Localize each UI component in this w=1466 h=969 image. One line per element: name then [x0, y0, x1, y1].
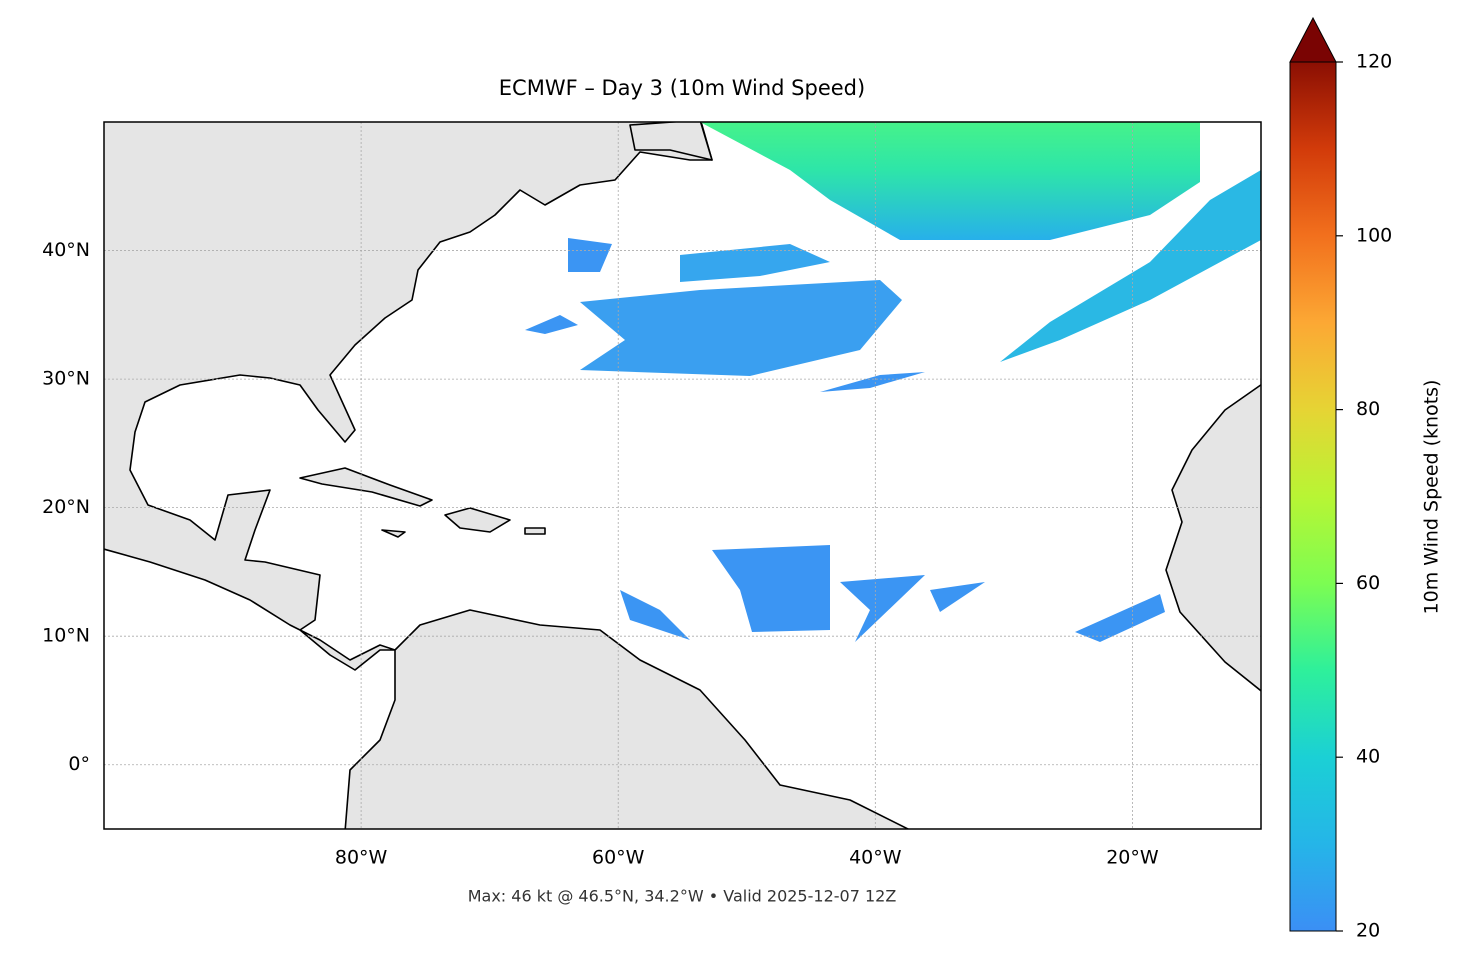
wind-field — [1000, 170, 1261, 362]
y-tick-label: 30°N — [42, 368, 90, 390]
land-jamaica — [381, 529, 406, 538]
chart-title: ECMWF – Day 3 (10m Wind Speed) — [499, 76, 865, 100]
wind-field — [700, 122, 1200, 240]
colorbar-label: 10m Wind Speed (knots) — [1421, 380, 1443, 615]
wind-field — [680, 244, 830, 282]
colorbar-tick-label: 60 — [1356, 572, 1380, 594]
land-puerto-rico — [524, 527, 546, 535]
x-tick-label: 60°W — [592, 847, 645, 869]
wind-field — [525, 238, 925, 392]
x-tick-label: 80°W — [335, 847, 388, 869]
land-north-america — [104, 122, 713, 671]
wind-field — [580, 280, 902, 376]
wind-field — [620, 545, 1165, 642]
y-tick-label: 10°N — [42, 625, 90, 647]
colorbar: 10m Wind Speed (knots) 20 40 60 80 100 120 — [1289, 16, 1443, 942]
colorbar-extend — [1289, 16, 1337, 63]
land-south-america — [344, 609, 910, 829]
y-tick-label: 40°N — [42, 239, 90, 261]
map-frame — [103, 121, 1262, 830]
grid — [104, 122, 1261, 829]
colorbar-tick-label: 80 — [1356, 398, 1380, 420]
colorbar-ticks: 20 40 60 80 100 120 — [1336, 51, 1392, 942]
land-africa — [1165, 383, 1261, 692]
y-tick-label: 20°N — [42, 496, 90, 518]
x-tick-label: 40°W — [849, 847, 902, 869]
map — [104, 122, 1261, 829]
y-tick-label: 0° — [68, 753, 90, 775]
colorbar-tick-label: 120 — [1356, 51, 1392, 73]
colorbar-ramp — [1289, 61, 1337, 932]
colorbar-tick-label: 20 — [1356, 920, 1380, 942]
footnote: Max: 46 kt @ 46.5°N, 34.2°W • Valid 2025… — [468, 887, 897, 906]
axes: 80°W 60°W 40°W 20°W 0° 10°N 20°N 30°N 40°N — [42, 239, 1159, 868]
land-cuba — [299, 467, 433, 507]
land-hispaniola — [444, 507, 511, 533]
x-tick-label: 20°W — [1106, 847, 1159, 869]
land-newfoundland — [629, 122, 713, 161]
colorbar-tick-label: 40 — [1356, 746, 1380, 768]
colorbar-tick-label: 100 — [1356, 224, 1392, 246]
